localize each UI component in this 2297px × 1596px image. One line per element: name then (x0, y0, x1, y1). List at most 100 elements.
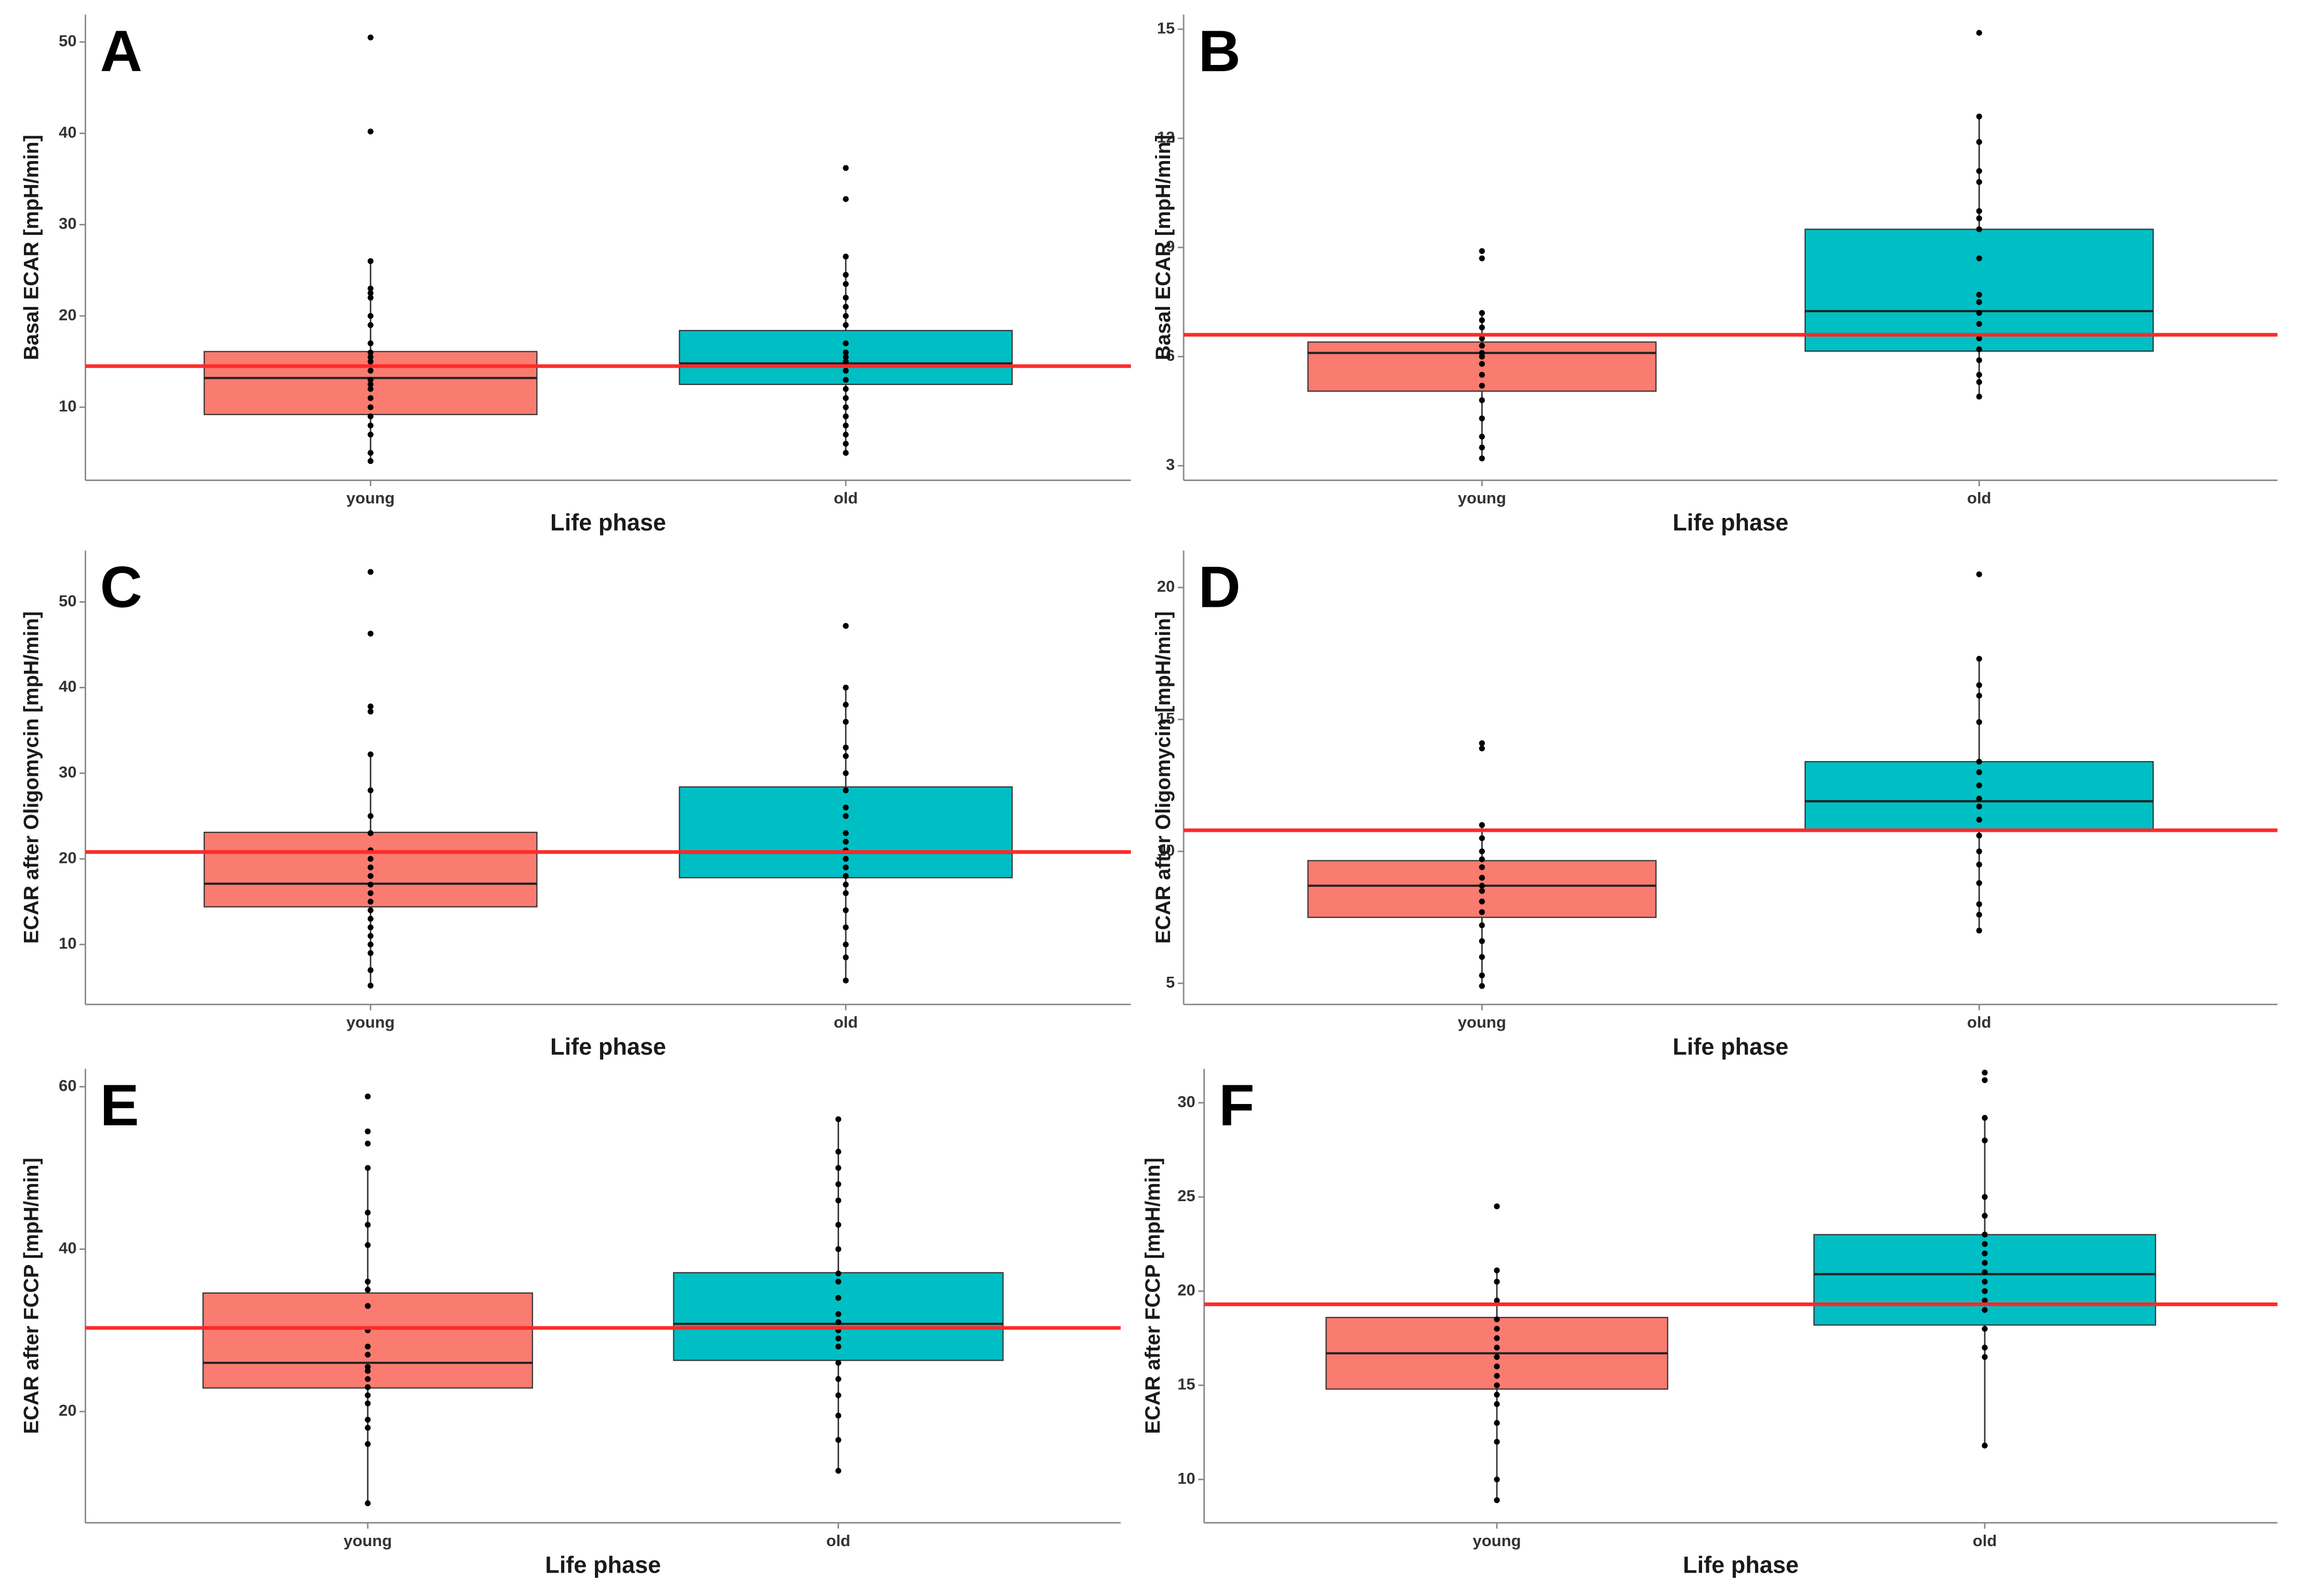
data-point (1479, 883, 1485, 889)
data-point (367, 703, 374, 710)
data-point (843, 295, 849, 301)
data-point (843, 322, 849, 328)
data-point (835, 1413, 842, 1419)
data-point (835, 1360, 842, 1366)
data-point (365, 1209, 371, 1216)
data-point (1479, 382, 1485, 389)
y-tick-label: 5 (1166, 973, 1175, 991)
y-tick-label: 40 (59, 123, 76, 141)
data-point (843, 623, 849, 629)
data-point (843, 254, 849, 260)
data-point (367, 386, 374, 392)
data-point (1982, 1345, 1988, 1351)
data-point (843, 804, 849, 810)
data-point (1982, 1241, 1988, 1247)
data-point (1982, 1194, 1988, 1200)
data-point (1494, 1497, 1500, 1504)
x-tick-label: young (1473, 1532, 1521, 1550)
data-point (843, 340, 849, 347)
data-point (843, 830, 849, 836)
x-axis-label: Life phase (545, 1552, 661, 1578)
data-point (843, 165, 849, 171)
data-point (365, 1140, 371, 1147)
data-point (367, 708, 374, 715)
data-point (843, 272, 849, 278)
data-point (365, 1400, 371, 1406)
data-point (367, 295, 374, 301)
data-point (1976, 693, 1982, 699)
data-point (1494, 1382, 1500, 1389)
data-point (1976, 861, 1982, 868)
y-tick-label: 40 (59, 677, 76, 696)
data-point (1976, 30, 1982, 36)
data-point (367, 285, 374, 292)
y-tick-label: 30 (1177, 1093, 1195, 1111)
panel-label: B (1198, 18, 1240, 84)
data-point (843, 701, 849, 708)
data-point (1976, 759, 1982, 765)
data-point (843, 856, 849, 862)
x-axis-label: Life phase (1672, 1033, 1788, 1060)
data-point (1479, 864, 1485, 870)
data-point (367, 830, 374, 836)
data-point (367, 458, 374, 464)
y-tick-label: 6 (1166, 347, 1175, 365)
data-point (1479, 255, 1485, 261)
box (679, 330, 1013, 385)
data-point (1494, 1439, 1500, 1445)
data-point (1479, 335, 1485, 341)
data-point (1976, 168, 1982, 174)
data-point (1976, 912, 1982, 918)
data-point (1494, 1345, 1500, 1351)
data-point (843, 358, 849, 365)
data-point (835, 1197, 842, 1204)
data-point (1976, 832, 1982, 839)
data-point (1976, 901, 1982, 907)
data-point (365, 1221, 371, 1228)
data-point (1976, 803, 1982, 810)
y-tick-label: 10 (1177, 1469, 1195, 1487)
y-axis-label: Basal ECAR [mpH/min] (20, 135, 43, 360)
data-point (835, 1335, 842, 1341)
data-point (843, 753, 849, 759)
data-point (835, 1165, 842, 1171)
x-axis-label: Life phase (550, 1033, 666, 1060)
data-point (367, 358, 374, 365)
data-point (1479, 740, 1485, 747)
data-point (1976, 291, 1982, 298)
data-point (843, 354, 849, 360)
data-point (1982, 1442, 1988, 1449)
data-point (1982, 1307, 1988, 1313)
data-point (367, 354, 374, 360)
data-point (1976, 226, 1982, 232)
data-point (835, 1279, 842, 1285)
data-point (1479, 342, 1485, 349)
data-point (835, 1181, 842, 1187)
data-point (1976, 321, 1982, 327)
y-tick-label: 9 (1166, 237, 1175, 255)
data-point (1479, 909, 1485, 915)
data-point (1479, 353, 1485, 360)
x-tick-label: young (347, 1013, 395, 1031)
data-point (367, 881, 374, 888)
data-point (365, 1303, 371, 1309)
data-point (367, 751, 374, 757)
data-point (367, 450, 374, 456)
data-point (1494, 1203, 1500, 1209)
y-tick-label: 20 (1157, 577, 1175, 595)
data-point (1479, 888, 1485, 894)
data-point (1982, 1137, 1988, 1143)
y-tick-label: 25 (1177, 1187, 1195, 1205)
data-point (1479, 746, 1485, 752)
y-tick-label: 50 (59, 32, 76, 50)
data-point (1976, 795, 1982, 802)
data-point (1976, 393, 1982, 400)
data-point (1479, 415, 1485, 422)
data-point (367, 873, 374, 879)
panel: 10 15 20 25 30 young old Life phase ECAR after F… (1141, 1069, 2278, 1578)
data-point (835, 1221, 842, 1228)
data-point (843, 413, 849, 420)
data-point (365, 1364, 371, 1370)
data-point (843, 813, 849, 819)
data-point (367, 967, 374, 974)
